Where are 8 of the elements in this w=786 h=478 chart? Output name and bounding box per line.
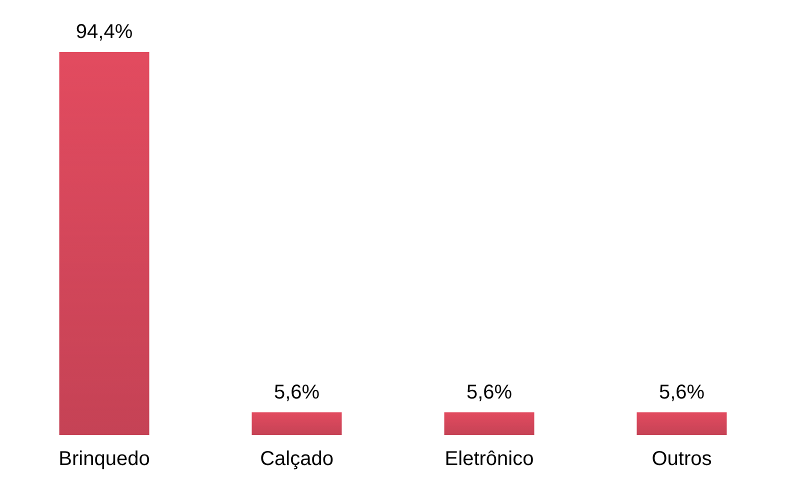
x-tick-label: Calçado <box>260 448 334 470</box>
x-tick-label: Brinquedo <box>58 448 150 470</box>
data-label: 94,4% <box>76 21 133 43</box>
data-label: 5,6% <box>658 381 705 404</box>
data-label: 5,6% <box>466 381 512 404</box>
x-tick-label: Outros <box>652 448 712 470</box>
data-label: 5,6% <box>274 381 320 404</box>
x-tick-label: Eletrônico <box>444 448 534 470</box>
